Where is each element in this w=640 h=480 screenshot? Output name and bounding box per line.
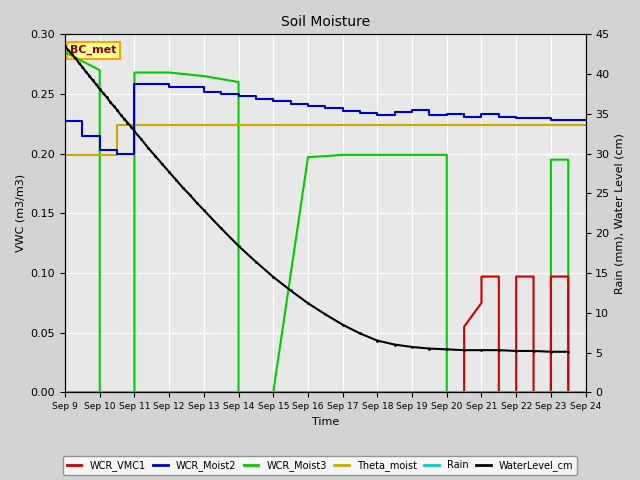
Legend: WCR_VMC1, WCR_Moist2, WCR_Moist3, Theta_moist, Rain, WaterLevel_cm: WCR_VMC1, WCR_Moist2, WCR_Moist3, Theta_… (63, 456, 577, 475)
Y-axis label: VWC (m3/m3): VWC (m3/m3) (15, 174, 25, 252)
Text: BC_met: BC_met (70, 45, 116, 55)
Y-axis label: Rain (mm), Water Level (cm): Rain (mm), Water Level (cm) (615, 133, 625, 294)
X-axis label: Time: Time (312, 417, 339, 427)
Title: Soil Moisture: Soil Moisture (281, 15, 370, 29)
